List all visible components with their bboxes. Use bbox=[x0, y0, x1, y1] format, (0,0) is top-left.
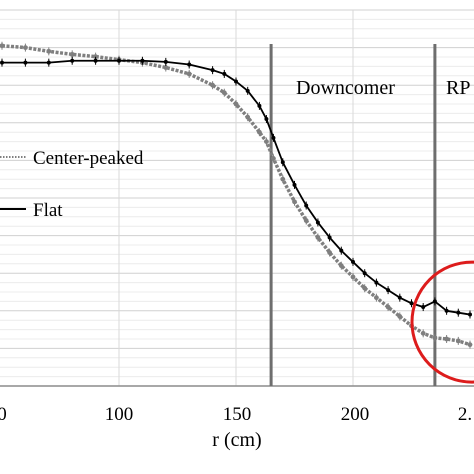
region-label-downcomer: Downcomer bbox=[296, 77, 395, 99]
red-circle-highlight bbox=[410, 260, 474, 384]
x-tick-label: 0 bbox=[0, 404, 7, 425]
series-lines bbox=[0, 41, 473, 349]
legend-label-flat: Flat bbox=[33, 200, 63, 221]
x-tick-label: 2. bbox=[458, 404, 472, 425]
x-axis-label: r (cm) bbox=[212, 429, 261, 451]
x-tick-label: 100 bbox=[105, 404, 134, 425]
grid bbox=[0, 9, 474, 387]
x-tick-label: 200 bbox=[341, 404, 370, 425]
annotation-circle bbox=[410, 260, 474, 384]
legend-label-center-peaked: Center-peaked bbox=[33, 148, 144, 169]
region-lines bbox=[269, 44, 437, 386]
x-tick-labels: 0 100 150 200 2. bbox=[0, 404, 472, 425]
region-label-rp: RP bbox=[446, 77, 470, 99]
legend: Center-peaked Flat bbox=[0, 148, 144, 221]
x-tick-label: 150 bbox=[223, 404, 252, 425]
